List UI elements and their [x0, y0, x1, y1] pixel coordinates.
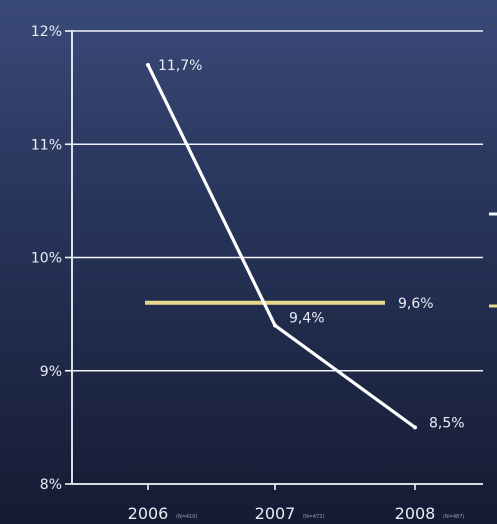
- x-tick-label: 2007: [255, 504, 296, 523]
- sample-size-note: (N=487): [443, 514, 464, 520]
- x-tick-label: 2008: [395, 504, 436, 523]
- y-tick-label: 12%: [31, 24, 62, 40]
- sample-size-note: (N=472): [303, 514, 324, 520]
- y-tick-label: 11%: [31, 137, 62, 153]
- data-label: 8,5%: [429, 415, 465, 431]
- y-tick-label: 10%: [31, 251, 62, 267]
- y-tick-label: 9%: [40, 364, 62, 380]
- series-line: [146, 64, 416, 429]
- data-label: 9,4%: [289, 310, 325, 326]
- data-label: 11,7%: [158, 58, 202, 74]
- reference-line-label: 9,6%: [398, 296, 434, 312]
- data-point: [146, 62, 150, 67]
- data-point: [273, 323, 277, 328]
- data-point: [413, 425, 417, 430]
- sample-size-note: (N=410): [176, 514, 197, 520]
- y-tick-label: 8%: [40, 477, 62, 493]
- x-tick-label: 2006: [128, 504, 169, 523]
